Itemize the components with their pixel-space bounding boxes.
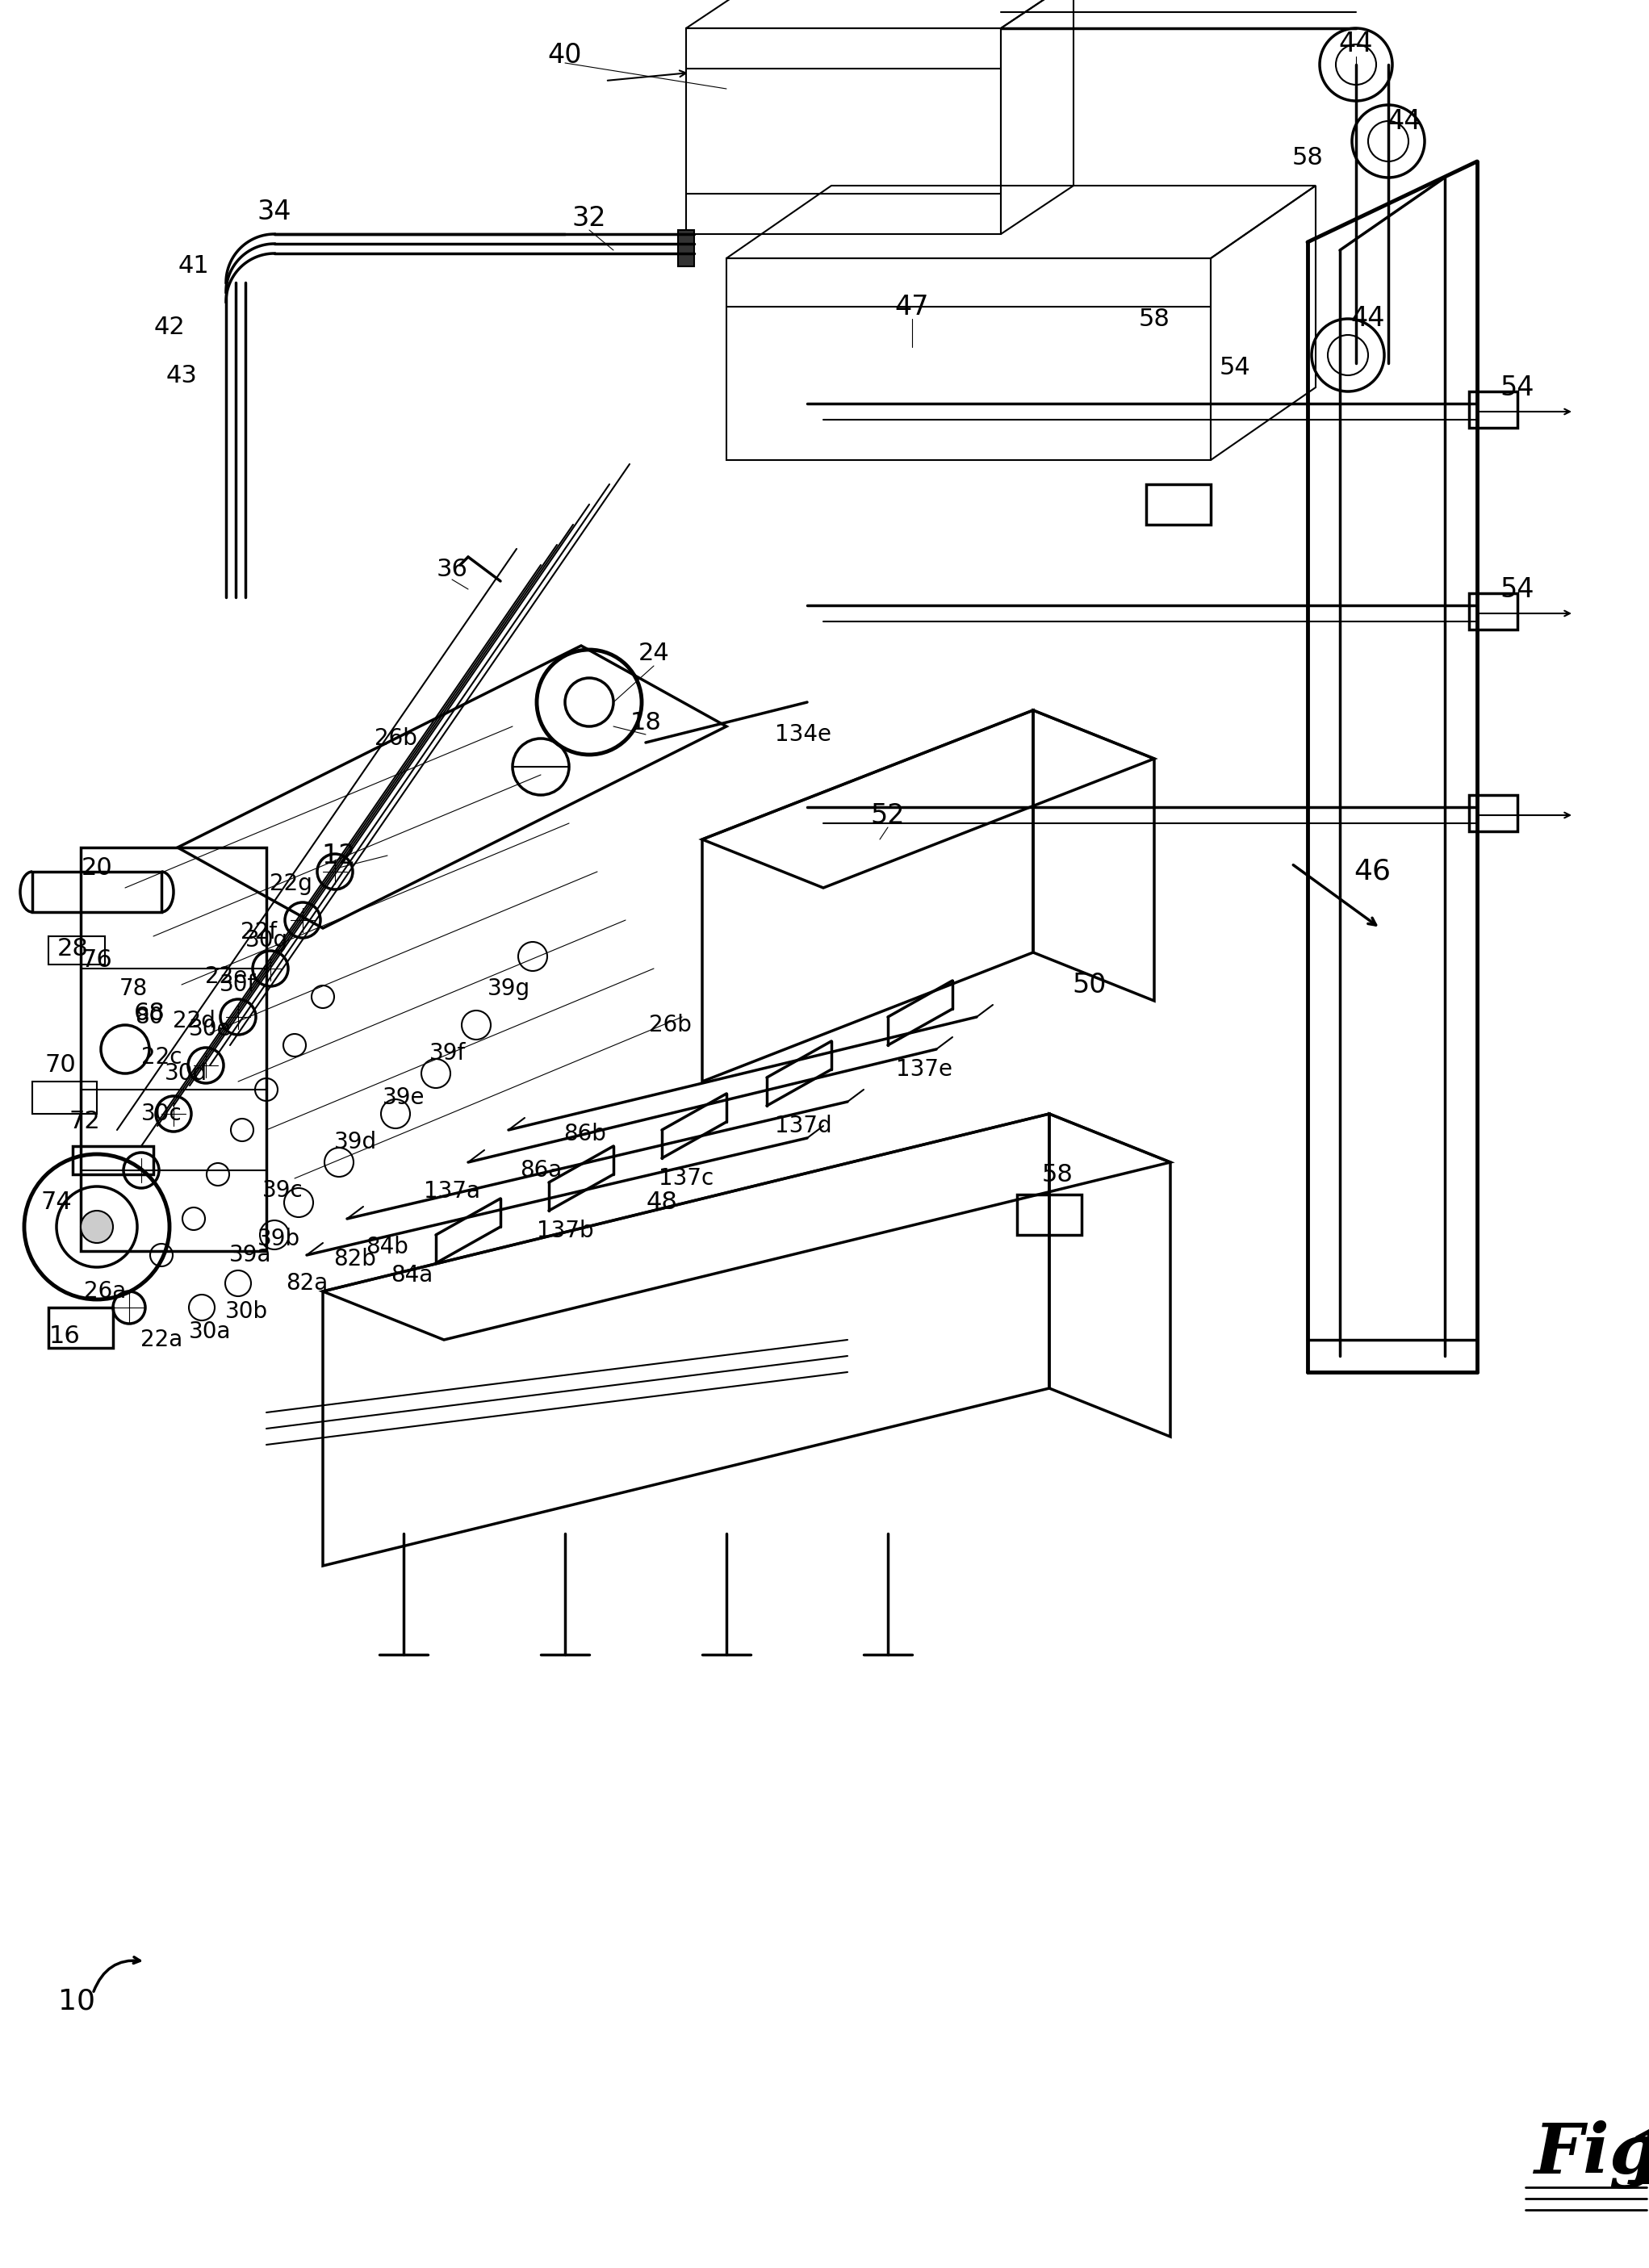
Text: 39g: 39g [486,978,529,1000]
Text: 39c: 39c [262,1179,303,1202]
Text: 68: 68 [134,1000,165,1025]
Text: 26b: 26b [648,1014,691,1036]
Text: 84a: 84a [391,1263,432,1286]
Text: 76: 76 [81,948,112,973]
Text: 22g: 22g [269,873,312,896]
Text: 54: 54 [1501,374,1535,401]
Text: 44: 44 [1339,32,1374,57]
Text: 39a: 39a [229,1243,272,1266]
Text: Fig.: Fig. [1534,2121,1649,2189]
Text: 30b: 30b [224,1300,267,1322]
Text: 80: 80 [135,1005,163,1027]
Bar [1469,392,1517,429]
Text: 34: 34 [257,197,292,225]
Text: 58: 58 [1291,145,1322,170]
Bar [48,1309,114,1347]
Bar [48,937,106,964]
Text: 46: 46 [1354,857,1390,885]
Text: 30e: 30e [188,1018,231,1041]
Text: 12: 12 [322,841,356,869]
Text: 58: 58 [1042,1163,1073,1186]
Text: 74: 74 [41,1191,73,1213]
Text: 78: 78 [119,978,147,1000]
Text: 30d: 30d [165,1061,208,1084]
Text: 36: 36 [437,558,468,581]
Text: 39d: 39d [333,1132,376,1154]
Text: 86b: 86b [564,1123,607,1145]
Text: 30g: 30g [246,930,289,953]
Text: 137b: 137b [536,1220,594,1243]
Bar [81,848,267,1252]
Text: 30f: 30f [219,973,256,996]
Bar [73,1145,153,1175]
Text: 47: 47 [895,293,930,320]
Text: 22f: 22f [241,921,277,943]
Bar [33,871,162,912]
Text: 48: 48 [646,1191,678,1213]
Bar [1146,485,1210,524]
Text: 70: 70 [45,1055,76,1077]
Text: 43: 43 [167,363,198,388]
Text: 22d: 22d [173,1009,214,1032]
Text: 86a: 86a [519,1159,562,1182]
Text: 72: 72 [69,1111,101,1134]
Text: 26b: 26b [374,728,417,751]
Text: 30c: 30c [140,1102,181,1125]
Text: 39e: 39e [383,1086,425,1109]
Text: 20: 20 [81,855,112,880]
Bar [33,1082,97,1114]
Text: 44: 44 [1351,306,1385,331]
Text: 44: 44 [1387,109,1421,134]
Text: 54: 54 [1501,576,1535,603]
Text: 16: 16 [49,1325,81,1347]
Text: 137a: 137a [424,1179,480,1202]
Text: 41: 41 [178,254,209,279]
Text: 137d: 137d [775,1114,831,1136]
Bar [1469,796,1517,832]
Text: 137e: 137e [895,1059,953,1082]
Text: 82b: 82b [333,1247,376,1270]
Text: 82a: 82a [285,1272,328,1295]
Text: 52: 52 [871,803,905,828]
Text: 1: 1 [1623,2127,1649,2200]
Text: 50: 50 [1072,971,1106,998]
Text: 18: 18 [630,710,661,735]
Text: 58: 58 [1138,306,1169,331]
Text: 40: 40 [547,41,582,68]
Text: 137c: 137c [658,1168,714,1191]
Text: 42: 42 [153,315,185,338]
Bar [678,229,694,265]
Text: 134e: 134e [775,723,831,746]
Text: 22a: 22a [140,1329,183,1352]
Text: 26a: 26a [84,1279,125,1302]
Text: 22e: 22e [204,966,247,989]
Text: 22c: 22c [142,1046,181,1068]
Text: 10: 10 [58,1989,96,2016]
Text: 39b: 39b [257,1227,300,1250]
Text: 30a: 30a [188,1320,231,1343]
Bar [1017,1195,1082,1234]
Text: 28: 28 [58,937,89,959]
Text: 39f: 39f [430,1041,467,1064]
Text: 32: 32 [572,204,607,231]
Text: 84b: 84b [366,1236,409,1259]
Circle shape [81,1211,114,1243]
Text: 24: 24 [638,642,669,665]
Bar [1469,594,1517,631]
Text: 54: 54 [1219,356,1250,379]
